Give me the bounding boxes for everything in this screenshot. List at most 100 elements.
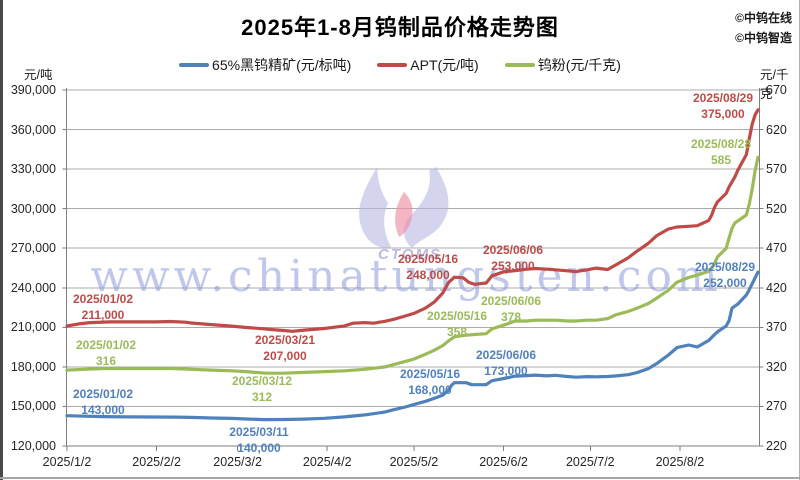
annotation-date: 2025/03/21: [254, 333, 316, 347]
credit-line-2: ©中钨智造: [735, 31, 792, 45]
series-line-0: [65, 270, 760, 422]
right-axis-tick-label: 470: [766, 241, 787, 256]
annotation-value: 252,000: [703, 276, 747, 290]
ctoms-logo-right-petal: [403, 167, 449, 248]
annotation-2025-08-28: 2025/08/28 585: [691, 136, 751, 168]
ctoms-logo-flame: [395, 192, 413, 237]
annotation-value: 316: [95, 354, 117, 368]
legend-line-swatch: [504, 63, 535, 67]
right-axis-tick-label: 270: [766, 399, 787, 414]
left-axis-tick-label: 150,000: [10, 399, 56, 414]
series-lines: [65, 108, 760, 422]
annotation-date: 2025/06/06: [482, 243, 544, 257]
annotation-value: 211,000: [81, 308, 125, 322]
credits: ©中钨在线 ©中钨智造: [735, 8, 792, 48]
watermark-layer: CTOMS www.chinatungsten.com: [90, 167, 721, 302]
annotation-value: 358: [446, 325, 468, 339]
left-axis-tick-label: 330,000: [10, 162, 56, 177]
annotation-date: 2025/05/16: [397, 252, 459, 266]
annotation-value: 168,000: [408, 383, 452, 397]
annotation-2025-03-11: 2025/03/11 140,000: [229, 424, 288, 456]
legend-item-0: 65%黑钨精矿(元/标吨): [179, 55, 351, 75]
annotation-value: 173,000: [484, 364, 528, 378]
annotation-2025-01-02: 2025/01/02 211,000: [73, 291, 133, 323]
annotation-2025-08-29: 2025/08/29 252,000: [695, 259, 755, 291]
x-axis-tick-label: 2025/5/2: [389, 455, 439, 469]
ctoms-logo-left-petal: [359, 167, 391, 248]
left-axis-tick-label: 360,000: [10, 122, 56, 137]
annotation-date: 2025/05/16: [399, 367, 461, 381]
annotation-date: 2025/01/02: [72, 387, 134, 401]
x-axis-tick-label: 2025/2/2: [132, 455, 181, 469]
annotation-value: 207,000: [263, 349, 307, 363]
annotation-value: 253,000: [491, 259, 535, 273]
legend-item-2: 钨粉(元/千克): [504, 55, 621, 75]
annotation-value: 378: [500, 310, 522, 324]
annotation-date: 2025/06/06: [475, 348, 537, 362]
annotation-2025-01-02: 2025/01/02 316: [76, 337, 136, 369]
page-title: 2025年1-8月钨制品价格走势图: [241, 15, 559, 40]
legend-line-swatch: [179, 63, 210, 67]
credit-line-1: ©中钨在线: [735, 11, 792, 25]
legend-item-1: APT(元/吨): [377, 55, 479, 75]
annotation-2025-05-16: 2025/05/16 248,000: [398, 251, 458, 283]
right-axis-tick-label: 570: [766, 162, 787, 177]
annotation-2025-03-12: 2025/03/12 312: [232, 373, 292, 405]
right-axis-tick-label: 520: [766, 201, 787, 216]
annotation-value: 585: [710, 153, 732, 167]
annotation-2025-05-16: 2025/05/16 358: [427, 308, 487, 340]
legend: 65%黑钨精矿(元/标吨) APT(元/吨) 钨粉(元/千克): [0, 55, 800, 75]
annotation-value: 143,000: [81, 403, 125, 417]
legend-label: APT(元/吨): [410, 57, 479, 73]
annotation-date: 2025/08/28: [690, 137, 752, 151]
annotation-date: 2025/03/11: [229, 425, 289, 439]
series-line-1: [65, 108, 760, 333]
series-line-2: [65, 155, 760, 375]
left-axis-tick-label: 120,000: [10, 439, 56, 453]
left-axis-tick-label: 210,000: [10, 320, 56, 335]
annotation-2025-06-06: 2025/06/06 173,000: [476, 347, 536, 379]
annotation-date: 2025/01/02: [75, 338, 137, 352]
annotation-2025-06-06: 2025/06/06 253,000: [483, 242, 543, 274]
watermark-url: www.chinatungsten.com: [90, 251, 721, 302]
annotation-value: 248,000: [406, 268, 450, 282]
page-bottom-border: [0, 477, 800, 479]
x-axis-tick-label: 2025/3/2: [213, 455, 262, 469]
x-axis-tick-label: 2025/8/2: [655, 455, 705, 469]
left-axis-tick-label: 240,000: [10, 280, 56, 295]
right-axis-tick-label: 220: [766, 439, 787, 453]
annotation-2025-03-21: 2025/03/21 207,000: [255, 332, 315, 364]
x-axis-tick-label: 2025/4/2: [302, 455, 352, 469]
left-axis-unit: 元/吨: [24, 68, 53, 82]
right-axis-tick-label: 620: [766, 122, 787, 137]
legend-label: 65%黑钨精矿(元/标吨): [212, 57, 352, 73]
x-axis-tick-label: 2025/6/2: [479, 455, 528, 469]
left-axis-tick-label: 180,000: [10, 359, 56, 374]
right-axis-tick-label: 320: [766, 359, 787, 374]
right-axis-tick-label: 370: [766, 320, 787, 335]
right-axis-tick-label: 670: [766, 83, 787, 97]
left-axis-tick-label: 300,000: [10, 201, 56, 216]
annotation-date: 2025/01/02: [72, 292, 134, 306]
annotation-value: 312: [251, 390, 273, 404]
annotation-2025-01-02: 2025/01/02 143,000: [73, 386, 133, 418]
left-axis-tick-label: 270,000: [10, 241, 56, 256]
annotation-date: 2025/05/16: [426, 309, 488, 323]
x-axis-tick-label: 2025/7/2: [565, 455, 615, 469]
annotation-date: 2025/08/29: [692, 91, 754, 105]
left-axis-tick-label: 390,000: [10, 83, 56, 97]
page-left-border: [0, 0, 3, 480]
annotation-value: 375,000: [701, 107, 745, 121]
annotation-2025-08-29: 2025/08/29 375,000: [693, 90, 753, 122]
annotation-value: 140,000: [237, 441, 281, 455]
annotation-2025-06-06: 2025/06/06 378: [481, 293, 541, 325]
annotation-2025-05-16: 2025/05/16 168,000: [400, 366, 460, 398]
annotation-date: 2025/08/29: [694, 260, 756, 274]
annotation-date: 2025/03/12: [231, 374, 293, 388]
annotation-date: 2025/06/06: [480, 294, 542, 308]
right-axis-tick-label: 420: [766, 280, 787, 295]
ctoms-logo-text: CTOMS: [378, 246, 442, 263]
x-axis-tick-label: 2025/1/2: [42, 455, 92, 469]
